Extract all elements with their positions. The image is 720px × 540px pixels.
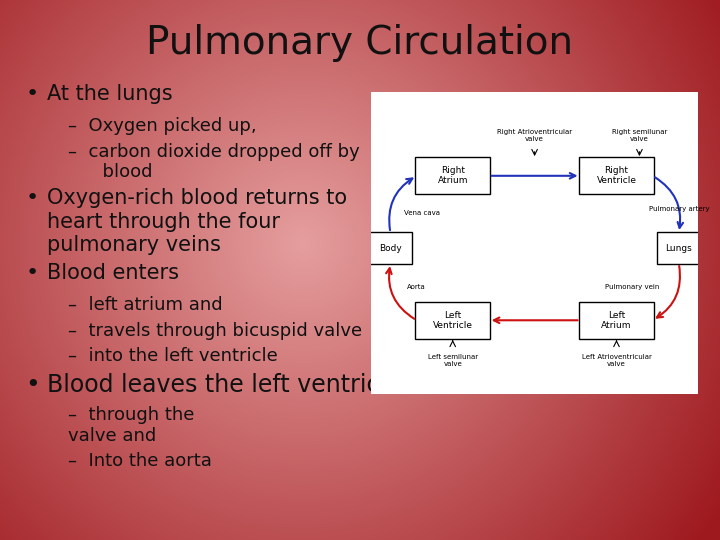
FancyBboxPatch shape: [579, 302, 654, 339]
Text: •: •: [25, 373, 40, 396]
Text: Pulmonary vein: Pulmonary vein: [605, 284, 659, 289]
Text: Vena cava: Vena cava: [403, 210, 439, 216]
Text: Blood leaves the left ventricle: Blood leaves the left ventricle: [47, 373, 400, 396]
Text: –  left atrium and: – left atrium and: [68, 296, 223, 314]
Text: Lungs: Lungs: [665, 244, 692, 253]
Text: Left
Atrium: Left Atrium: [601, 310, 631, 330]
Text: Blood enters: Blood enters: [47, 263, 179, 283]
Text: –  travels through bicuspid valve: – travels through bicuspid valve: [68, 322, 363, 340]
FancyBboxPatch shape: [415, 157, 490, 194]
Text: Aorta: Aorta: [408, 284, 426, 289]
Text: –  through the: – through the: [68, 406, 201, 424]
FancyBboxPatch shape: [657, 232, 700, 264]
Text: Right
Atrium: Right Atrium: [438, 166, 468, 186]
Text: At the lungs: At the lungs: [47, 84, 172, 104]
FancyBboxPatch shape: [579, 157, 654, 194]
Text: Pulmonary Circulation: Pulmonary Circulation: [146, 24, 574, 62]
Text: •: •: [25, 188, 38, 208]
Text: •: •: [25, 84, 38, 104]
Text: Left Atrioventricular
valve: Left Atrioventricular valve: [582, 354, 652, 367]
Text: Left semilunar
valve: Left semilunar valve: [428, 354, 478, 367]
Text: Left
Ventricle: Left Ventricle: [433, 310, 473, 330]
Text: –  Oxygen picked up,: – Oxygen picked up,: [68, 117, 257, 135]
Text: valve and: valve and: [68, 427, 157, 444]
Text: Oxygen-rich blood returns to
heart through the four
pulmonary veins: Oxygen-rich blood returns to heart throu…: [47, 188, 347, 255]
FancyBboxPatch shape: [415, 302, 490, 339]
Text: Right semilunar
valve: Right semilunar valve: [612, 129, 667, 142]
Text: –  Into the aorta: – Into the aorta: [68, 452, 212, 470]
Text: Pulmonary artery: Pulmonary artery: [649, 206, 710, 212]
Text: Right
Ventricle: Right Ventricle: [596, 166, 636, 186]
Text: Body: Body: [379, 244, 402, 253]
Text: Right Atrioventricular
valve: Right Atrioventricular valve: [497, 129, 572, 142]
FancyBboxPatch shape: [369, 232, 412, 264]
Text: –  carbon dioxide dropped off by
      blood: – carbon dioxide dropped off by blood: [68, 143, 360, 181]
Text: •: •: [25, 263, 38, 283]
Text: –  into the left ventricle: – into the left ventricle: [68, 347, 278, 365]
